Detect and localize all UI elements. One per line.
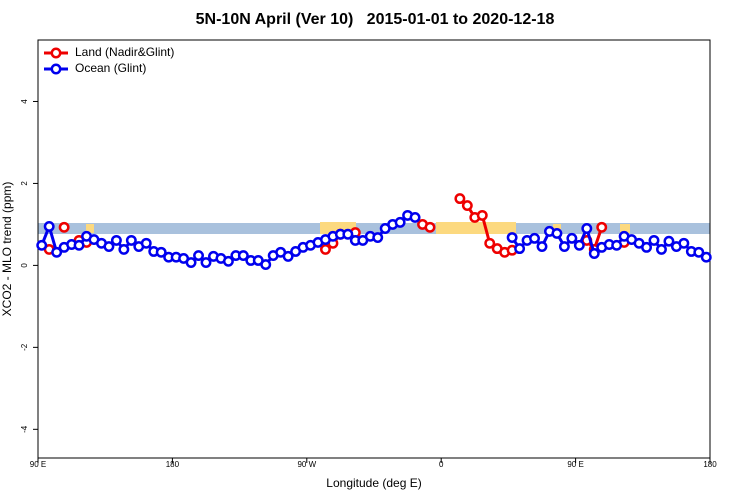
- y-tick-label: 2: [20, 181, 29, 186]
- land-patch: [436, 222, 516, 234]
- point: [536, 241, 548, 252]
- x-tick-label: 90 E: [567, 460, 583, 469]
- point: [103, 241, 115, 252]
- x-tick-label: 180: [166, 460, 180, 469]
- point: [566, 232, 578, 244]
- point: [573, 239, 585, 251]
- point: [506, 232, 518, 243]
- x-tick-label: 180: [703, 460, 717, 469]
- point: [51, 246, 63, 258]
- point: [581, 223, 593, 234]
- point: [656, 243, 667, 255]
- point: [125, 234, 137, 246]
- point: [73, 239, 85, 251]
- land-patch: [86, 224, 94, 233]
- x-axis-label: Longitude (deg E): [326, 476, 421, 490]
- point: [200, 257, 212, 268]
- legend-text: Ocean (Glint): [75, 61, 146, 75]
- point: [320, 243, 331, 255]
- legend-marker: [50, 47, 62, 59]
- point: [663, 235, 675, 247]
- point: [514, 243, 526, 255]
- point: [551, 227, 563, 239]
- point: [118, 243, 130, 255]
- x-tick-label: 0: [439, 460, 444, 469]
- x-tick-label: 90 W: [297, 460, 316, 469]
- y-tick-label: 0: [20, 263, 29, 268]
- point: [454, 193, 466, 205]
- band: [38, 223, 710, 234]
- point: [237, 250, 249, 262]
- point: [193, 250, 204, 262]
- point: [342, 228, 354, 240]
- point: [110, 234, 122, 246]
- point: [140, 237, 152, 249]
- point: [222, 255, 234, 267]
- point: [588, 248, 600, 259]
- point: [678, 237, 690, 249]
- point: [372, 232, 384, 243]
- point: [700, 251, 712, 263]
- point: [693, 246, 705, 258]
- legend-marker: [50, 63, 62, 75]
- point: [648, 234, 660, 246]
- point: [424, 221, 436, 233]
- point: [394, 216, 406, 228]
- legend-text: Land (Nadir&Glint): [75, 45, 174, 59]
- point: [409, 211, 421, 223]
- point: [36, 239, 48, 251]
- chart-title: 5N-10N April (Ver 10) 2015-01-01 to 2020…: [196, 11, 555, 28]
- point: [611, 239, 623, 251]
- point: [155, 246, 167, 258]
- point: [476, 209, 488, 221]
- point: [260, 259, 272, 271]
- point: [558, 241, 570, 252]
- point: [58, 221, 70, 233]
- point: [43, 221, 55, 232]
- point: [185, 257, 197, 268]
- y-tick-label: -4: [20, 425, 29, 433]
- point: [484, 237, 496, 249]
- point: [461, 200, 473, 212]
- y-tick-label: -2: [20, 343, 29, 351]
- point: [282, 250, 294, 262]
- y-axis-label: XCO2 - MLO trend (ppm): [0, 182, 14, 317]
- point: [596, 221, 608, 233]
- x-tick-label: 90 E: [30, 460, 46, 469]
- point: [641, 241, 652, 253]
- land-patch: [620, 224, 630, 233]
- reference-band: [38, 222, 710, 234]
- y-tick-label: 4: [20, 99, 29, 104]
- point: [529, 232, 540, 244]
